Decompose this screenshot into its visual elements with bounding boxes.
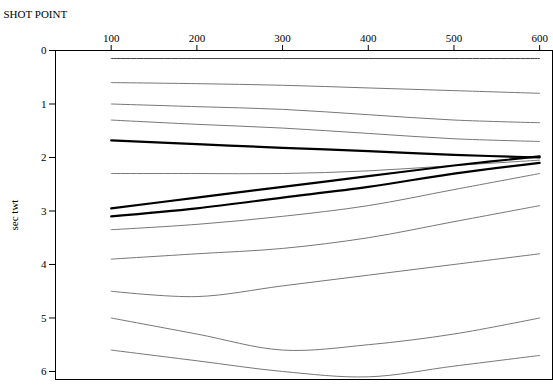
- svg-text:200: 200: [189, 32, 206, 44]
- svg-text:6: 6: [41, 365, 47, 377]
- svg-text:2: 2: [41, 151, 47, 163]
- svg-text:100: 100: [103, 32, 120, 44]
- svg-text:SHOT POINT: SHOT POINT: [4, 8, 68, 20]
- svg-text:1: 1: [41, 98, 47, 110]
- svg-text:300: 300: [274, 32, 291, 44]
- svg-text:600: 600: [531, 32, 548, 44]
- svg-text:0: 0: [41, 44, 47, 56]
- svg-text:4: 4: [41, 258, 47, 270]
- svg-text:5: 5: [41, 311, 47, 323]
- svg-text:sec twt: sec twt: [8, 200, 20, 231]
- svg-text:400: 400: [360, 32, 377, 44]
- svg-text:3: 3: [41, 205, 47, 217]
- svg-text:500: 500: [446, 32, 463, 44]
